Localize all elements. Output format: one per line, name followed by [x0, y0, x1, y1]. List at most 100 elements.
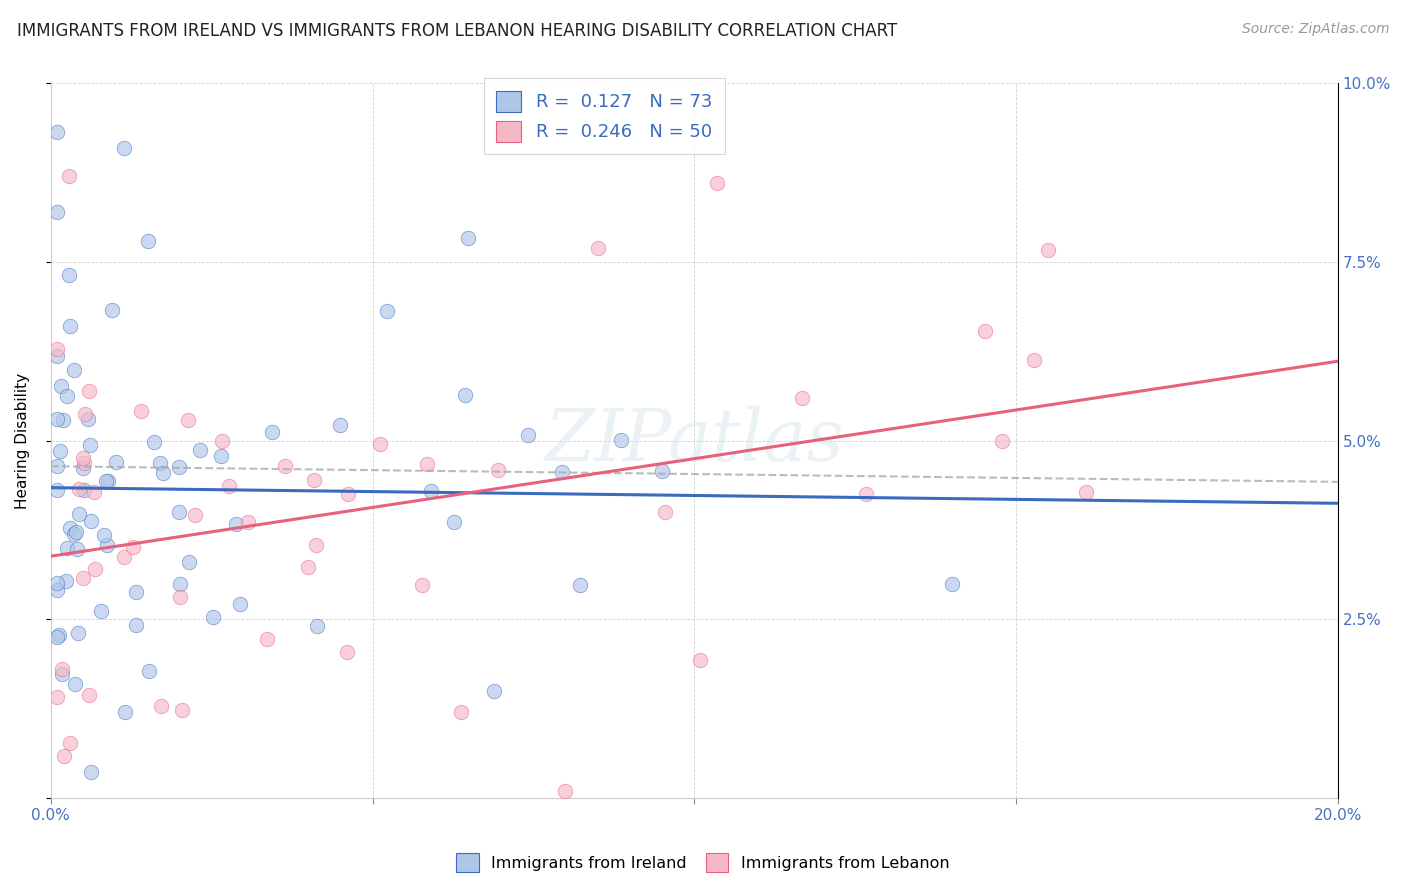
Point	[46, 483, 69, 497]
Point	[150, 699, 173, 714]
Point	[56, 388, 79, 402]
Point	[73, 483, 96, 497]
Point	[569, 578, 592, 592]
Legend: R =  0.127   N = 73, R =  0.246   N = 50: R = 0.127 N = 73, R = 0.246 N = 50	[484, 78, 725, 154]
Point	[46, 575, 69, 590]
Point	[336, 487, 359, 501]
Point	[554, 784, 576, 798]
Point	[79, 765, 101, 780]
Point	[46, 349, 69, 363]
Point	[73, 456, 96, 470]
Point	[218, 479, 240, 493]
Point	[46, 125, 69, 139]
Text: ZIPatlas: ZIPatlas	[544, 406, 844, 476]
Point	[122, 540, 145, 554]
Legend: Immigrants from Ireland, Immigrants from Lebanon: Immigrants from Ireland, Immigrants from…	[449, 845, 957, 880]
Point	[72, 461, 94, 475]
Point	[124, 618, 146, 632]
Point	[59, 736, 82, 750]
Point	[169, 577, 191, 591]
Point	[149, 456, 172, 470]
Point	[177, 555, 200, 569]
Point	[59, 318, 82, 333]
Point	[416, 457, 439, 471]
Point	[443, 515, 465, 529]
Point	[63, 677, 86, 691]
Point	[651, 464, 673, 478]
Point	[46, 630, 69, 644]
Point	[229, 597, 252, 611]
Point	[58, 521, 80, 535]
Point	[58, 169, 80, 184]
Point	[368, 436, 391, 450]
Point	[1074, 485, 1097, 500]
Point	[274, 459, 297, 474]
Text: Source: ZipAtlas.com: Source: ZipAtlas.com	[1241, 22, 1389, 37]
Point	[67, 482, 90, 496]
Point	[941, 577, 963, 591]
Point	[1022, 353, 1045, 368]
Point	[411, 578, 433, 592]
Point	[66, 542, 89, 557]
Point	[104, 455, 127, 469]
Point	[125, 585, 148, 599]
Point	[46, 412, 69, 426]
Point	[609, 434, 631, 448]
Point	[188, 443, 211, 458]
Point	[1038, 244, 1060, 258]
Point	[79, 514, 101, 528]
Point	[63, 527, 86, 541]
Point	[46, 205, 69, 219]
Point	[90, 604, 112, 618]
Point	[46, 459, 69, 474]
Point	[209, 449, 232, 463]
Point	[172, 703, 194, 717]
Point	[236, 515, 259, 529]
Y-axis label: Hearing Disability: Hearing Disability	[15, 373, 30, 508]
Point	[49, 379, 72, 393]
Point	[138, 664, 160, 678]
Point	[51, 667, 73, 681]
Point	[457, 230, 479, 244]
Point	[336, 645, 359, 659]
Point	[48, 628, 70, 642]
Point	[454, 387, 477, 401]
Point	[52, 413, 75, 427]
Point	[66, 625, 89, 640]
Point	[55, 541, 77, 556]
Point	[169, 505, 191, 519]
Point	[855, 487, 877, 501]
Point	[256, 632, 278, 646]
Point	[93, 528, 115, 542]
Point	[63, 363, 86, 377]
Point	[97, 475, 120, 489]
Point	[790, 391, 813, 405]
Point	[143, 435, 166, 450]
Point	[72, 450, 94, 465]
Point	[586, 241, 609, 255]
Point	[225, 516, 247, 531]
Point	[184, 508, 207, 522]
Point	[73, 408, 96, 422]
Point	[51, 662, 73, 676]
Point	[67, 507, 90, 521]
Point	[49, 443, 72, 458]
Point	[450, 705, 472, 719]
Point	[112, 141, 135, 155]
Point	[176, 413, 198, 427]
Point	[991, 434, 1014, 449]
Point	[55, 574, 77, 589]
Point	[305, 619, 328, 633]
Point	[152, 467, 174, 481]
Point	[79, 688, 101, 702]
Point	[304, 538, 326, 552]
Point	[79, 438, 101, 452]
Point	[96, 538, 118, 552]
Point	[420, 484, 443, 499]
Point	[169, 591, 191, 605]
Text: IMMIGRANTS FROM IRELAND VS IMMIGRANTS FROM LEBANON HEARING DISABILITY CORRELATIO: IMMIGRANTS FROM IRELAND VS IMMIGRANTS FR…	[17, 22, 897, 40]
Point	[131, 403, 153, 417]
Point	[329, 417, 352, 432]
Point	[83, 562, 105, 576]
Point	[101, 303, 124, 318]
